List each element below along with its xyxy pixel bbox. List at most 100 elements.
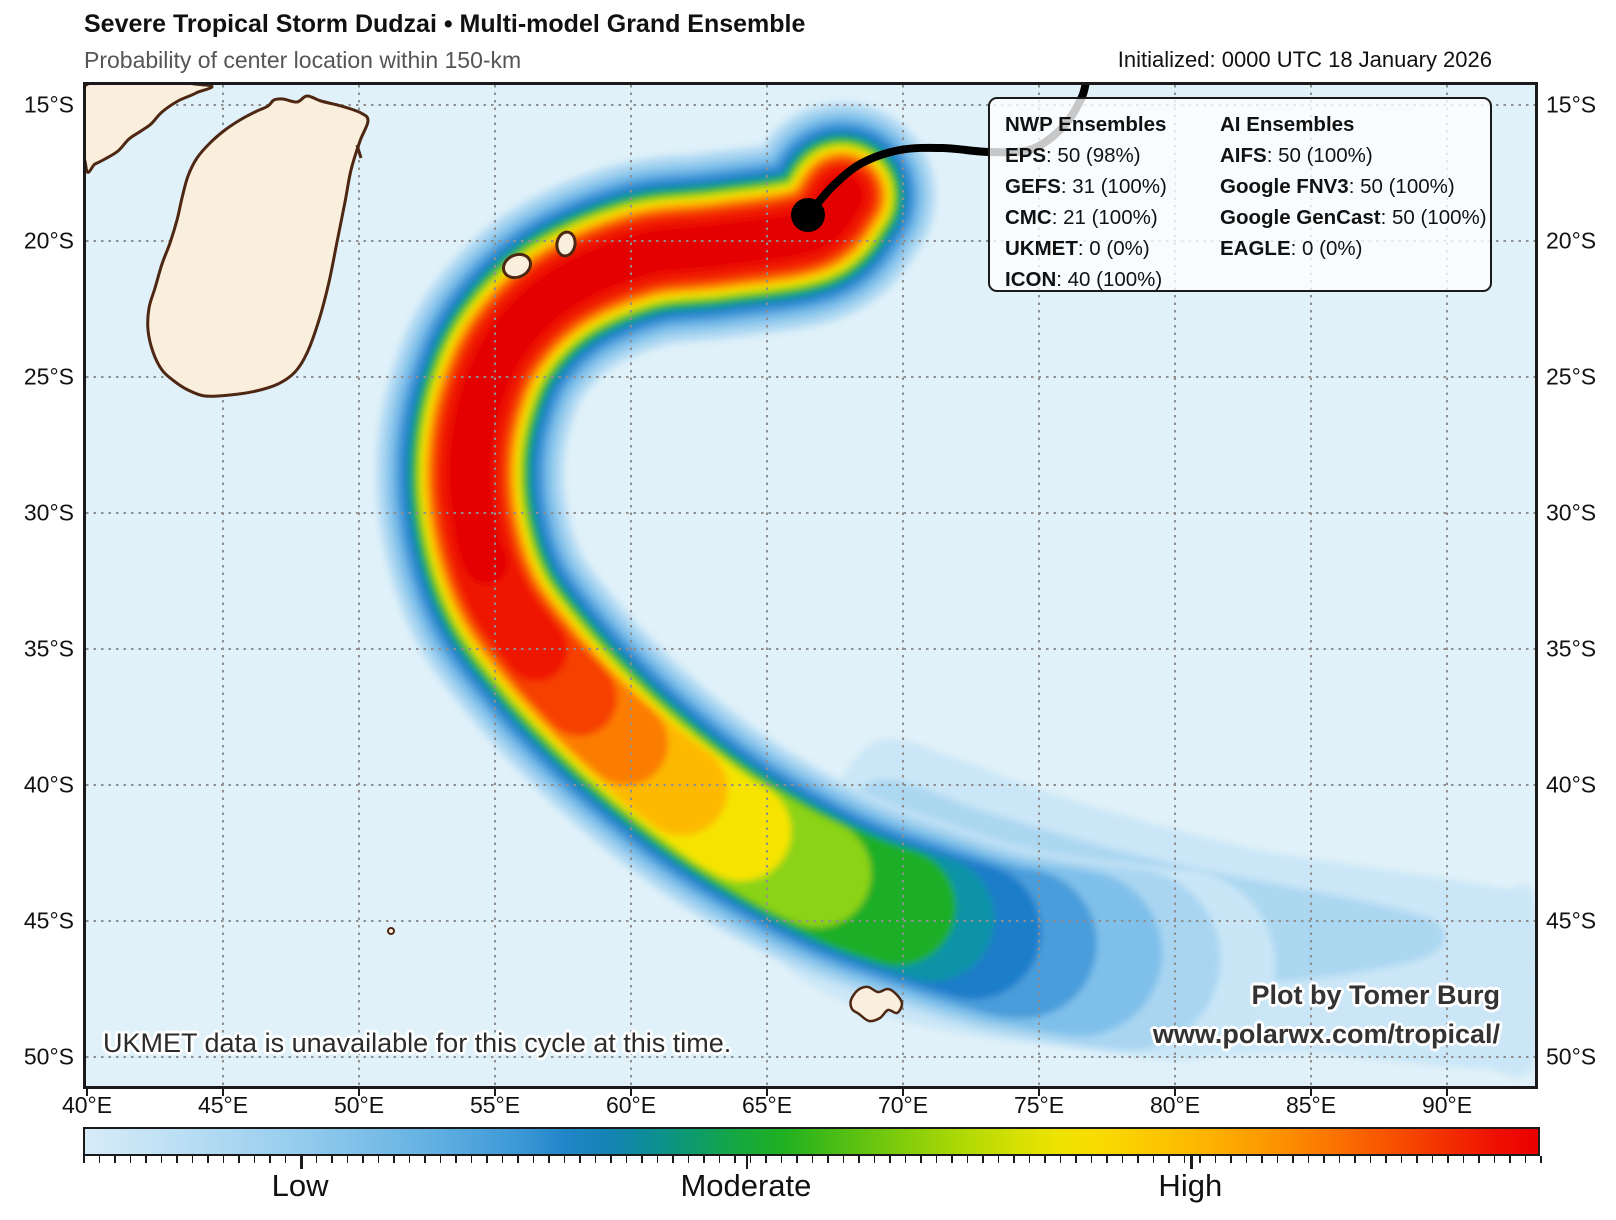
legend-column-1: NWP Ensembles EPS: 50 (98%) GEFS: 31 (100%… xyxy=(1005,109,1167,295)
lat-label-right-25°S: 25°S xyxy=(1546,363,1597,390)
credit-url: www.polarwx.com/tropical/ xyxy=(1152,1019,1500,1049)
colorbar-minor-tick xyxy=(1106,1156,1108,1163)
lat-label-left-45°S: 45°S xyxy=(23,907,74,934)
colorbar-minor-tick xyxy=(1261,1156,1263,1163)
colorbar-minor-tick xyxy=(1292,1156,1294,1163)
lon-tick-65°E xyxy=(766,1089,768,1096)
colorbar-minor-tick xyxy=(1493,1156,1495,1163)
colorbar-minor-tick xyxy=(486,1156,488,1163)
crozet-island xyxy=(387,927,395,935)
colorbar-minor-tick xyxy=(1431,1156,1433,1163)
colorbar-minor-tick xyxy=(1013,1156,1015,1163)
lon-label-70°E: 70°E xyxy=(877,1092,929,1118)
mauritius-island xyxy=(555,230,577,258)
colorbar-minor-tick xyxy=(811,1156,813,1163)
colorbar-minor-tick xyxy=(842,1156,844,1163)
colorbar-minor-tick xyxy=(222,1156,224,1163)
colorbar-minor-tick xyxy=(548,1156,550,1163)
colorbar-minor-tick xyxy=(1059,1156,1061,1163)
colorbar-minor-tick xyxy=(1044,1156,1046,1163)
colorbar-minor-tick xyxy=(579,1156,581,1163)
lat-label-right-45°S: 45°S xyxy=(1546,907,1597,934)
colorbar-minor-tick xyxy=(501,1156,503,1163)
lat-label-right-35°S: 35°S xyxy=(1546,635,1597,662)
colorbar-minor-tick xyxy=(1137,1156,1139,1163)
colorbar-minor-tick xyxy=(1400,1156,1402,1163)
current-position-dot xyxy=(791,198,825,232)
colorbar-minor-tick xyxy=(331,1156,333,1163)
colorbar-minor-tick xyxy=(1307,1156,1309,1163)
lon-tick-60°E xyxy=(630,1089,632,1096)
colorbar-minor-tick xyxy=(346,1156,348,1163)
colorbar-major-tick xyxy=(1190,1156,1193,1169)
colorbar-minor-tick xyxy=(796,1156,798,1163)
lat-label-left-20°S: 20°S xyxy=(23,227,74,254)
legend-entry-EPS: EPS: 50 (98%) xyxy=(1005,144,1141,167)
lon-tick-50°E xyxy=(358,1089,360,1096)
page-title: Severe Tropical Storm Dudzai • Multi-mod… xyxy=(84,10,806,38)
africa-coast xyxy=(86,85,214,174)
lat-label-left-30°S: 30°S xyxy=(23,499,74,526)
colorbar-minor-tick xyxy=(1462,1156,1464,1163)
legend-entry-EAGLE: EAGLE: 0 (0%) xyxy=(1220,237,1363,260)
page-subtitle: Probability of center location within 15… xyxy=(84,47,522,73)
lat-label-right-30°S: 30°S xyxy=(1546,499,1597,526)
colorbar-minor-tick xyxy=(1152,1156,1154,1163)
lat-label-left-35°S: 35°S xyxy=(23,635,74,662)
colorbar-minor-tick xyxy=(1199,1156,1201,1163)
colorbar-minor-tick xyxy=(827,1156,829,1163)
colorbar-minor-tick xyxy=(1090,1156,1092,1163)
colorbar-minor-tick xyxy=(920,1156,922,1163)
colorbar-minor-tick xyxy=(1028,1156,1030,1163)
colorbar-minor-tick xyxy=(1323,1156,1325,1163)
reunion-island xyxy=(501,252,533,280)
colorbar-minor-tick xyxy=(455,1156,457,1163)
lat-label-right-15°S: 15°S xyxy=(1546,91,1597,118)
colorbar-minor-tick xyxy=(594,1156,596,1163)
colorbar-minor-tick xyxy=(718,1156,720,1163)
lon-label-75°E: 75°E xyxy=(1013,1092,1065,1118)
colorbar-minor-tick xyxy=(703,1156,705,1163)
colorbar-minor-tick xyxy=(284,1156,286,1163)
colorbar-minor-tick xyxy=(904,1156,906,1163)
colorbar-minor-tick xyxy=(889,1156,891,1163)
colorbar-minor-tick xyxy=(1183,1156,1185,1163)
lon-label-65°E: 65°E xyxy=(741,1092,793,1118)
colorbar-minor-tick xyxy=(1447,1156,1449,1163)
colorbar-minor-tick xyxy=(393,1156,395,1163)
colorbar-minor-tick xyxy=(238,1156,240,1163)
colorbar-minor-tick xyxy=(951,1156,953,1163)
colorbar-minor-tick xyxy=(687,1156,689,1163)
legend-entry-Google FNV3: Google FNV3: 50 (100%) xyxy=(1220,175,1455,198)
colorbar-minor-tick xyxy=(749,1156,751,1163)
colorbar-minor-tick xyxy=(997,1156,999,1163)
colorbar-label-low: Low xyxy=(271,1168,329,1203)
lon-label-80°E: 80°E xyxy=(1149,1092,1201,1118)
legend-column-title: AI Ensembles xyxy=(1220,113,1355,136)
colorbar-minor-tick xyxy=(1245,1156,1247,1163)
colorbar-minor-tick xyxy=(780,1156,782,1163)
colorbar-minor-tick xyxy=(1416,1156,1418,1163)
colorbar-minor-tick xyxy=(269,1156,271,1163)
colorbar-minor-tick xyxy=(1385,1156,1387,1163)
init-time-label: Initialized: 0000 UTC 18 January 2026 xyxy=(1117,47,1492,72)
colorbar-minor-tick xyxy=(114,1156,116,1163)
colorbar-minor-tick xyxy=(1214,1156,1216,1163)
colorbar-minor-tick xyxy=(1524,1156,1526,1163)
landmasses xyxy=(86,85,904,1023)
probability-colorbar xyxy=(83,1127,1540,1156)
colorbar-minor-tick xyxy=(858,1156,860,1163)
colorbar-minor-tick xyxy=(145,1156,147,1163)
lon-tick-75°E xyxy=(1038,1089,1040,1096)
ukmet-note: UKMET data is unavailable for this cycle… xyxy=(103,1028,732,1058)
legend-entry-UKMET: UKMET: 0 (0%) xyxy=(1005,237,1150,260)
legend-entry-AIFS: AIFS: 50 (100%) xyxy=(1220,144,1373,167)
ensemble-legend: NWP Ensembles EPS: 50 (98%) GEFS: 31 (100%… xyxy=(988,97,1492,292)
credit-author: Plot by Tomer Burg xyxy=(1251,980,1500,1010)
plume-layer-deep-red xyxy=(448,174,864,585)
sainte-marie-island xyxy=(355,144,363,159)
legend-entry-Google GenCast: Google GenCast: 50 (100%) xyxy=(1220,206,1487,229)
lat-label-right-40°S: 40°S xyxy=(1546,771,1597,798)
lat-label-right-50°S: 50°S xyxy=(1546,1043,1597,1070)
